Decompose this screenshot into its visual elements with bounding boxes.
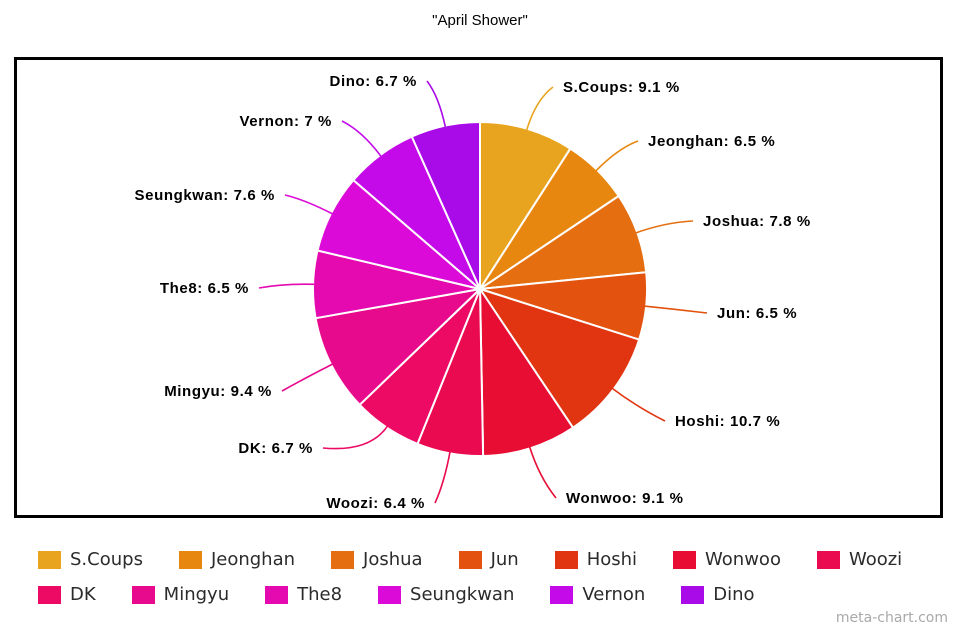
- legend-row: S.Coups Jeonghan Joshua Jun Hoshi Wonwoo Woozi: [38, 542, 948, 577]
- slice-label-joshua: Joshua: 7.8 %: [703, 213, 811, 230]
- label-connector: [426, 80, 447, 128]
- legend-item-jeonghan: Jeonghan: [178, 549, 296, 570]
- slice-label-dino: Dino: 6.7 %: [330, 73, 417, 90]
- watermark: meta-chart.com: [835, 610, 948, 626]
- legend-label: Hoshi: [586, 549, 638, 570]
- legend-label: The8: [297, 584, 343, 605]
- legend-swatch: [131, 585, 155, 604]
- label-connector: [434, 451, 451, 504]
- label-connector: [284, 194, 334, 215]
- slice-label-jeonghan: Jeonghan: 6.5 %: [648, 133, 775, 150]
- legend-label: Dino: [713, 584, 755, 605]
- legend-label: S.Coups: [70, 549, 143, 570]
- legend-label: Jeonghan: [210, 549, 296, 570]
- label-connector: [281, 363, 334, 392]
- slice-label-jun: Jun: 6.5 %: [717, 305, 797, 322]
- legend-item-dino: Dino: [681, 584, 755, 605]
- legend-label: Mingyu: [163, 584, 230, 605]
- legend-label: Jun: [490, 549, 519, 570]
- chart-title: "April Shower": [432, 12, 528, 29]
- legend-swatch: [265, 585, 289, 604]
- legend-swatch: [38, 550, 61, 569]
- legend-swatch: [331, 550, 355, 569]
- legend-item-vernon: Vernon: [550, 584, 645, 605]
- legend-swatch: [378, 585, 402, 604]
- slice-label-seungkwan: Seungkwan: 7.6 %: [135, 187, 275, 204]
- label-connector: [528, 446, 557, 499]
- slice-label-the8: The8: 6.5 %: [160, 280, 249, 297]
- legend-label: Joshua: [363, 549, 423, 570]
- legend-swatch: [673, 550, 697, 569]
- slice-label-vernon: Vernon: 7 %: [240, 113, 332, 130]
- legend-item-hoshi: Hoshi: [554, 549, 638, 570]
- legend-swatch: [178, 550, 202, 569]
- legend-label: Wonwoo: [705, 549, 781, 570]
- chart-legend: S.Coups Jeonghan Joshua Jun Hoshi Wonwoo Woozi…: [38, 542, 948, 612]
- slice-label-wonwoo: Wonwoo: 9.1 %: [566, 490, 684, 507]
- legend-label: Seungkwan: [410, 584, 515, 605]
- slice-label-dk: DK: 6.7 %: [238, 440, 313, 457]
- label-connector: [322, 425, 389, 450]
- legend-row: DK Mingyu The8 Seungkwan Vernon Dino: [38, 577, 948, 612]
- label-connector: [258, 283, 316, 289]
- legend-label: Vernon: [582, 584, 646, 605]
- legend-item-joshua: Joshua: [331, 549, 423, 570]
- legend-item-woozi: Woozi: [816, 549, 903, 570]
- label-connector: [644, 305, 708, 314]
- legend-item-mingyu: Mingyu: [131, 584, 230, 605]
- legend-swatch: [681, 585, 705, 604]
- label-connector: [595, 140, 639, 172]
- chart-plot-area: S.Coups: 9.1 % Jeonghan: 6.5 % Joshua: 7.8…: [14, 57, 943, 518]
- legend-item-s-coups: S.Coups: [38, 549, 143, 570]
- legend-swatch: [38, 585, 61, 604]
- label-connector: [634, 220, 694, 234]
- legend-item-the8: The8: [265, 584, 342, 605]
- legend-label: DK: [70, 584, 96, 605]
- label-connector: [611, 387, 666, 422]
- slice-label-woozi: Woozi: 6.4 %: [326, 495, 425, 512]
- slice-label-mingyu: Mingyu: 9.4 %: [164, 383, 272, 400]
- legend-swatch: [816, 550, 840, 569]
- legend-item-dk: DK: [38, 584, 96, 605]
- slice-label-hoshi: Hoshi: 10.7 %: [675, 413, 780, 430]
- slice-label-s-coups: S.Coups: 9.1 %: [563, 79, 680, 96]
- legend-swatch: [550, 585, 574, 604]
- label-connector: [341, 120, 382, 158]
- legend-swatch: [554, 550, 578, 569]
- legend-item-wonwoo: Wonwoo: [673, 549, 781, 570]
- label-connector: [525, 86, 554, 131]
- legend-item-jun: Jun: [458, 549, 519, 570]
- legend-swatch: [458, 550, 482, 569]
- pie-chart: S.Coups: 9.1 % Jeonghan: 6.5 % Joshua: 7.8…: [135, 73, 811, 512]
- legend-item-seungkwan: Seungkwan: [378, 584, 514, 605]
- legend-label: Woozi: [848, 549, 903, 570]
